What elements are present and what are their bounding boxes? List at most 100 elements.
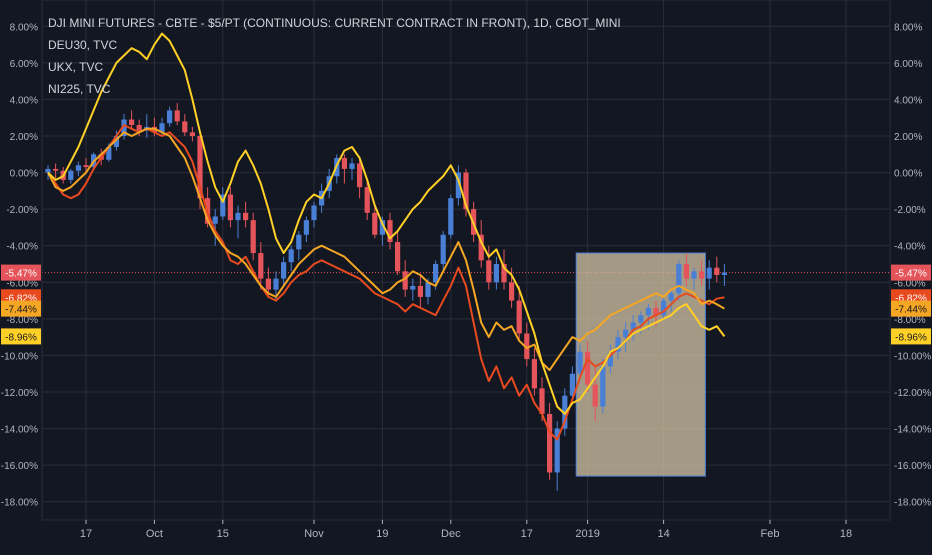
candle-body[interactable] (585, 351, 591, 385)
candle-body[interactable] (227, 194, 233, 221)
candle-body[interactable] (296, 234, 302, 250)
candle-body[interactable] (592, 384, 598, 407)
candle-body[interactable] (235, 212, 241, 221)
candle-body[interactable] (547, 413, 553, 473)
candle-body[interactable] (68, 170, 74, 180)
candle-body[interactable] (410, 285, 416, 290)
candle-body[interactable] (387, 220, 393, 243)
candle-body[interactable] (212, 216, 218, 224)
candle-body[interactable] (714, 267, 720, 275)
candle-body[interactable] (121, 119, 127, 136)
comparison-lines[interactable] (47, 32, 726, 441)
legend-deu30[interactable]: DEU30, TVC (48, 38, 118, 52)
price-label-left: -8.96% (5, 332, 37, 343)
candle-body[interactable] (83, 165, 89, 168)
candle-body[interactable] (524, 333, 530, 360)
candle-body[interactable] (395, 242, 401, 272)
candle-body[interactable] (699, 271, 705, 279)
highlight-rectangle[interactable] (575, 252, 706, 477)
candle-body[interactable] (600, 366, 606, 407)
candle-body[interactable] (539, 388, 545, 414)
candle-body[interactable] (189, 132, 195, 136)
candle-body[interactable] (45, 168, 51, 173)
legend-ukx[interactable]: UKX, TVC (48, 60, 104, 74)
candle-body[interactable] (562, 395, 568, 429)
candle-body[interactable] (303, 220, 309, 235)
legend-ni225[interactable]: NI225, TVC (48, 82, 111, 96)
candle-body[interactable] (417, 285, 423, 297)
candle-body[interactable] (516, 300, 522, 334)
y-tick-label-left: 8.00% (10, 22, 38, 33)
candle-body[interactable] (463, 172, 469, 210)
candle-body[interactable] (364, 187, 370, 213)
candle-body[interactable] (569, 373, 575, 396)
price-label-right: -6.82% (895, 293, 927, 304)
candle-body[interactable] (486, 260, 492, 283)
candle-body[interactable] (638, 315, 644, 323)
candle-body[interactable] (402, 271, 408, 290)
y-tick-label-right: -10.00% (894, 351, 931, 362)
candle-body[interactable] (691, 271, 697, 279)
candle-body[interactable] (113, 136, 119, 147)
candle-body[interactable] (433, 264, 439, 283)
candle-body[interactable] (607, 351, 613, 367)
candle-body[interactable] (357, 163, 363, 188)
candle-body[interactable] (440, 234, 446, 264)
candle-body[interactable] (676, 264, 682, 294)
y-tick-label-right: -14.00% (894, 425, 931, 436)
legend-title[interactable]: DJI MINI FUTURES - CBTE - $5/PT (CONTINU… (48, 16, 621, 30)
candle-body[interactable] (645, 307, 651, 316)
series-line-deu30[interactable] (47, 124, 725, 441)
candle-body[interactable] (661, 300, 667, 316)
candle-body[interactable] (53, 168, 59, 171)
candle-body[interactable] (250, 220, 256, 254)
candle-body[interactable] (174, 110, 180, 122)
candle-body[interactable] (341, 157, 347, 169)
candle-body[interactable] (258, 253, 264, 279)
candle-body[interactable] (509, 282, 515, 301)
candle-body[interactable] (448, 198, 454, 235)
candle-body[interactable] (106, 146, 112, 160)
candle-body[interactable] (167, 110, 173, 124)
price-labels: -5.47% -5.47%-6.82% -6.82%-7.44% -7.44%-8.9… (1, 264, 931, 345)
candle-body[interactable] (75, 165, 81, 171)
candle-body[interactable] (220, 194, 226, 217)
candle-body[interactable] (721, 272, 727, 275)
candle-body[interactable] (630, 322, 636, 330)
candle-body[interactable] (281, 262, 287, 279)
candle-body[interactable] (197, 136, 203, 199)
candle-body[interactable] (311, 205, 317, 221)
drawing-rectangle[interactable] (575, 252, 706, 477)
candle-body[interactable] (653, 307, 659, 316)
series-line-ni225[interactable] (47, 32, 726, 415)
candle-body[interactable] (288, 249, 294, 263)
candle-body[interactable] (531, 359, 537, 389)
candle-body[interactable] (706, 267, 712, 279)
candle-body[interactable] (478, 234, 484, 261)
candle-body[interactable] (554, 428, 560, 473)
axes: 8.00% 8.00% 6.00% 6.00% 4.00% 4.00% 2.00% 2.00%… (1, 0, 931, 540)
candle-body[interactable] (623, 329, 629, 338)
candle-body[interactable] (379, 220, 385, 235)
candle-body[interactable] (159, 123, 165, 133)
candle-body[interactable] (372, 212, 378, 235)
y-tick-label-left: -18.00% (1, 498, 38, 509)
candle-body[interactable] (273, 278, 279, 290)
candle-body[interactable] (501, 264, 507, 283)
candle-body[interactable] (493, 264, 499, 283)
candle-body[interactable] (668, 293, 674, 301)
candle-body[interactable] (455, 172, 461, 199)
candle-body[interactable] (129, 119, 135, 126)
candle-body[interactable] (265, 278, 271, 290)
candle-body[interactable] (182, 121, 188, 133)
candle-body[interactable] (577, 351, 583, 374)
candle-body[interactable] (349, 163, 355, 169)
candle-body[interactable] (243, 212, 249, 221)
candle-body[interactable] (136, 125, 142, 131)
candle-body[interactable] (683, 264, 689, 279)
series-line-ukx[interactable] (47, 127, 725, 372)
candle-body[interactable] (425, 282, 431, 297)
candle-body[interactable] (615, 337, 621, 352)
